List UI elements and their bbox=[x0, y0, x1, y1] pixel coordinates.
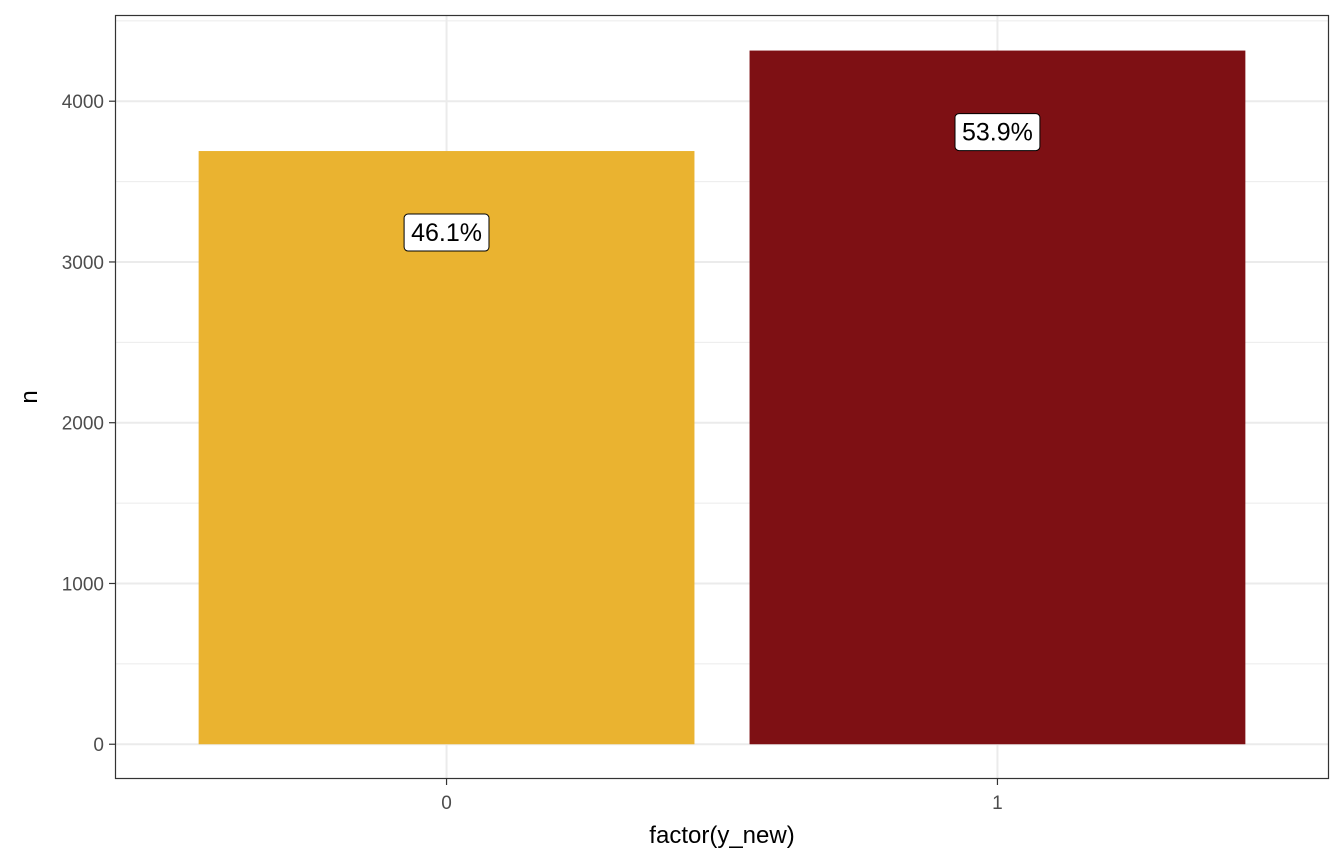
bar-labels: 46.1% 53.9% bbox=[403, 113, 1041, 252]
y-axis: 0 1000 2000 3000 4000 bbox=[62, 92, 116, 756]
data-label: 46.1% bbox=[411, 219, 482, 247]
y-tick-label: 4000 bbox=[62, 92, 104, 113]
y-axis-title: n bbox=[16, 390, 43, 403]
data-label-background bbox=[954, 113, 1041, 152]
y-tick-label: 2000 bbox=[62, 414, 104, 435]
data-label-box: 46.1% bbox=[403, 213, 490, 252]
x-tick-label: 0 bbox=[441, 793, 452, 814]
data-label-box: 53.9% bbox=[954, 113, 1041, 152]
bar-1 bbox=[749, 50, 1246, 745]
data-label: 53.9% bbox=[962, 119, 1033, 147]
y-tick-label: 0 bbox=[93, 735, 104, 756]
data-label-background bbox=[403, 213, 490, 252]
y-tick-label: 3000 bbox=[62, 253, 104, 274]
x-tick-label: 1 bbox=[992, 793, 1003, 814]
x-axis-title: factor(y_new) bbox=[649, 822, 794, 849]
plot-panel-border bbox=[114, 14, 1330, 780]
y-tick-label: 1000 bbox=[62, 574, 104, 595]
